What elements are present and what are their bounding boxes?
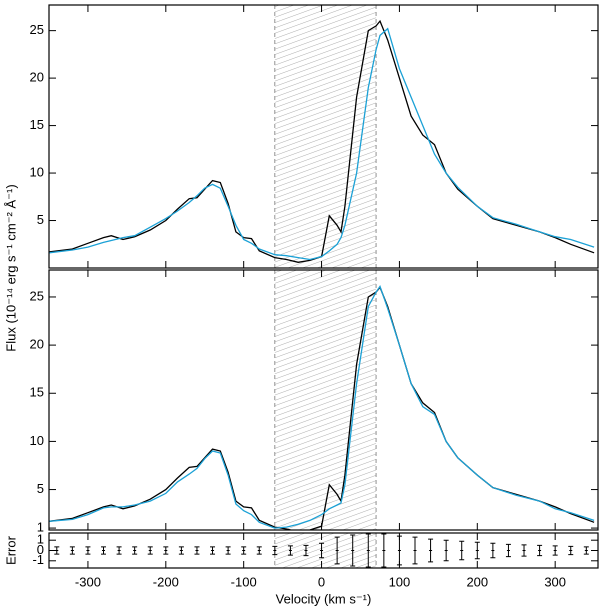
y-tick-label: 25 — [30, 22, 44, 37]
error-bar — [428, 538, 434, 563]
error-bar — [521, 544, 527, 557]
y-axis-label: Error — [3, 535, 18, 565]
y-tick-label: -1 — [32, 552, 44, 567]
x-tick-label: -300 — [75, 574, 101, 589]
x-tick-label: 0 — [318, 574, 325, 589]
error-bar — [381, 533, 387, 568]
x-tick-label: 200 — [466, 574, 488, 589]
error-bar — [350, 534, 356, 567]
shaded-region — [274, 5, 377, 268]
y-tick-label: 25 — [30, 288, 44, 303]
error-bar — [396, 535, 402, 566]
x-axis-label: Velocity (km s⁻¹) — [276, 591, 372, 606]
error-bar — [225, 546, 231, 555]
y-tick-label: 15 — [30, 117, 44, 132]
y-tick-label: 0 — [37, 542, 44, 557]
error-bar — [568, 545, 574, 556]
panel-frame — [48, 532, 599, 569]
panel-frame — [48, 269, 599, 531]
error-bar — [505, 543, 511, 558]
y-tick-label: 5 — [37, 212, 44, 227]
error-bar — [69, 546, 75, 555]
y-tick-label: 20 — [30, 70, 44, 85]
x-tick-label: -100 — [231, 574, 257, 589]
y-tick-label: 1 — [37, 520, 44, 535]
error-bar — [334, 536, 340, 565]
error-bar — [552, 545, 558, 556]
error-bar — [303, 544, 309, 557]
data-line — [49, 27, 595, 261]
error-bar — [490, 542, 496, 559]
error-bar — [537, 544, 543, 557]
error-bar — [319, 542, 325, 559]
error-bar — [474, 541, 480, 560]
error-bar — [272, 545, 278, 556]
y-tick-label: 10 — [30, 433, 44, 448]
error-bar — [412, 536, 418, 565]
y-tick-label: 1 — [37, 532, 44, 547]
error-bar — [116, 546, 122, 555]
error-bar — [85, 546, 91, 555]
plot-area — [49, 5, 595, 268]
panel-frame — [48, 4, 599, 269]
x-tick-label: 100 — [389, 574, 411, 589]
error-bar — [194, 546, 200, 555]
error-bar — [583, 546, 589, 555]
error-bar — [178, 546, 184, 555]
error-bar — [365, 533, 371, 568]
plot-area — [54, 533, 589, 568]
error-bar — [147, 546, 153, 555]
error-bar — [459, 540, 465, 561]
error-bar — [54, 546, 60, 555]
error-bar — [287, 545, 293, 556]
data-line — [49, 284, 595, 529]
y-tick-label: 15 — [30, 385, 44, 400]
y-tick-label: 10 — [30, 164, 44, 179]
error-bar — [256, 546, 262, 555]
error-bar — [443, 539, 449, 562]
plot-area — [49, 270, 595, 530]
error-bar — [241, 546, 247, 555]
error-bar — [132, 546, 138, 555]
error-bar — [101, 546, 107, 555]
y-tick-label: 20 — [30, 337, 44, 352]
error-bar — [210, 546, 216, 555]
x-tick-label: 300 — [544, 574, 566, 589]
error-bar — [163, 546, 169, 555]
y-axis-label: Flux (10⁻¹⁴ erg s⁻¹ cm⁻² Å⁻¹) — [3, 184, 18, 351]
y-tick-label: 5 — [37, 481, 44, 496]
x-tick-label: -200 — [153, 574, 179, 589]
shaded-region — [274, 270, 377, 530]
